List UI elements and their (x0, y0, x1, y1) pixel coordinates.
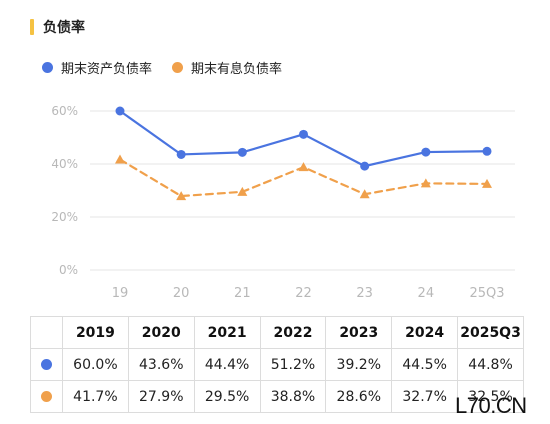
data-point (298, 162, 309, 172)
table-header-cell: 2024 (391, 316, 459, 349)
legend-label: 期末资产负债率 (61, 62, 153, 77)
x-tick-label: 19 (112, 286, 129, 301)
watermark: L70.CN (455, 393, 527, 418)
table-cell: 28.6% (325, 380, 393, 413)
legend-dot-blue-icon (42, 62, 53, 73)
table-cell: 32.5% (457, 380, 524, 413)
table-header-cell: 2022 (259, 316, 327, 349)
table-row: 41.7% 27.9% 29.5% 38.8% 28.6% 32.7% 32.5… (30, 380, 524, 413)
y-tick-label: 40% (51, 157, 78, 171)
data-point (299, 129, 308, 139)
data-point (115, 154, 125, 164)
data-point (237, 147, 247, 157)
table-header-row: 2019 2020 2021 2022 2023 2024 2025Q3 (30, 316, 524, 349)
table-cell: 43.6% (127, 348, 195, 381)
table-header-cell: 2021 (193, 316, 261, 349)
row-marker-cell (30, 348, 63, 381)
table-cell: 32.7% (391, 380, 459, 413)
data-point (482, 146, 492, 156)
table-header-cell: 2025Q3 (457, 316, 524, 349)
blue-dot-icon (41, 359, 52, 370)
table-cell: 29.5% (193, 380, 261, 413)
data-point (176, 149, 186, 159)
legend: 期末资产负债率 期末有息负债率 (42, 58, 302, 77)
data-table: 2019 2020 2021 2022 2023 2024 2025Q3 60.… (30, 316, 524, 413)
table-cell: 60.0% (62, 348, 129, 381)
table-cell: 41.7% (62, 380, 129, 413)
x-tick-label: 23 (356, 286, 373, 301)
x-tick-label: 25Q3 (469, 286, 504, 301)
table-header-cell: 2020 (127, 316, 195, 349)
table-row: 60.0% 43.6% 44.4% 51.2% 39.2% 44.5% 44.8… (30, 348, 524, 381)
y-tick-label: 20% (51, 210, 78, 224)
data-point (359, 189, 370, 199)
orange-dot-icon (41, 391, 52, 402)
y-tick-label: 60% (51, 104, 78, 118)
data-point (420, 178, 431, 188)
table-header-cell: 2019 (62, 316, 129, 349)
table-cell: 44.5% (391, 348, 459, 381)
y-tick-label: 0% (59, 263, 78, 277)
data-point (237, 186, 248, 196)
x-tick-label: 20 (173, 286, 190, 301)
x-tick-label: 21 (234, 286, 251, 301)
data-point (421, 147, 431, 157)
table-cell: 27.9% (127, 380, 195, 413)
legend-item-interest-debt-ratio[interactable]: 期末有息负债率 (172, 58, 282, 77)
x-tick-label: 24 (418, 286, 435, 301)
table-cell: 44.8% (457, 348, 524, 381)
legend-label: 期末有息负债率 (191, 62, 283, 77)
title-accent-bar (30, 19, 34, 35)
legend-item-asset-debt-ratio[interactable]: 期末资产负债率 (42, 58, 152, 77)
x-tick-label: 22 (295, 286, 312, 301)
table-cell: 44.4% (193, 348, 261, 381)
legend-dot-orange-icon (172, 62, 184, 73)
chart-header: 负债率 (30, 16, 85, 38)
table-cell: 51.2% (259, 348, 327, 381)
table-cell: 38.8% (259, 380, 327, 413)
table-cell: 39.2% (325, 348, 393, 381)
data-point (115, 106, 125, 116)
chart-title: 负债率 (43, 20, 85, 36)
data-point (176, 191, 187, 201)
data-point (482, 178, 492, 188)
row-marker-cell (30, 380, 63, 413)
data-point (360, 161, 370, 171)
line-chart: 60% 40% 20% 0% 19 20 21 22 23 24 25Q3 (51, 104, 515, 301)
table-corner-cell (30, 316, 63, 349)
table-header-cell: 2023 (325, 316, 393, 349)
